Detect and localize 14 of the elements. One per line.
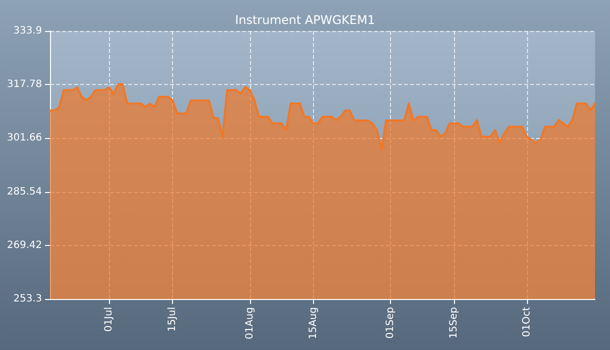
y-tick-label: 253.3 <box>13 294 42 304</box>
x-tick-label: 01Oct <box>521 306 532 338</box>
x-tick-label: 01Jul <box>104 307 115 332</box>
y-tick-label: 301.66 <box>7 132 42 144</box>
x-tick-label: 01Sep <box>385 307 396 339</box>
x-tick-label: 15Sep <box>448 307 460 339</box>
chart-title: Instrument APWGKEM1 <box>235 13 375 27</box>
y-tick-label: 269.42 <box>7 240 42 251</box>
x-tick-label: 15Jul <box>167 307 178 332</box>
x-tick-label: 15Aug <box>308 307 319 340</box>
y-tick-label: 285.54 <box>7 186 42 198</box>
x-tick-label: 01Aug <box>244 307 256 340</box>
y-tick-label: 317.78 <box>7 79 42 90</box>
y-tick-label: 333.9 <box>13 26 42 36</box>
